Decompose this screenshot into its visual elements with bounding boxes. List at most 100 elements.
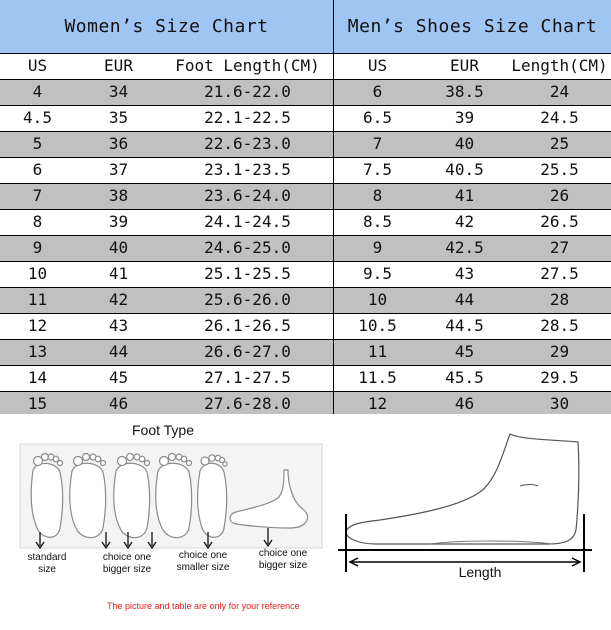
table-row: 10 41 25.1-25.5 9.5 43 27.5 <box>0 261 611 287</box>
men-cell: 40 <box>454 134 475 153</box>
men-cell: 6.5 <box>363 108 392 127</box>
women-cell: 4.5 <box>23 108 52 127</box>
men-cell: 46 <box>454 394 475 413</box>
table-row: 4.5 35 22.1-22.5 6.5 39 24.5 <box>0 105 611 131</box>
row-divider <box>0 105 611 106</box>
women-cell: 7 <box>32 186 43 205</box>
foot-standard-icon <box>30 452 64 538</box>
row-divider <box>0 365 611 366</box>
size-chart-table: Women’s Size Chart Men’s Shoes Size Char… <box>0 0 611 418</box>
column-header-row: US EUR Foot Length(CM) US EUR Length(CM) <box>0 53 611 79</box>
women-cell: 38 <box>108 186 129 205</box>
men-cell: 45.5 <box>445 368 484 387</box>
men-cell: 40.5 <box>445 160 484 179</box>
row-divider <box>0 53 611 54</box>
table-row: 4 34 21.6-22.0 6 38.5 24 <box>0 79 611 105</box>
women-cell: 23.1-23.5 <box>204 160 291 179</box>
women-table-title: Women’s Size Chart <box>0 0 333 53</box>
men-table-title: Men’s Shoes Size Chart <box>334 0 611 53</box>
row-divider <box>0 79 611 80</box>
women-cell: EUR <box>104 56 133 75</box>
men-cell: 10 <box>367 290 388 309</box>
women-cell: 26.1-26.5 <box>204 316 291 335</box>
table-row: 14 45 27.1-27.5 11.5 45.5 29.5 <box>0 365 611 391</box>
women-cell: 45 <box>108 368 129 387</box>
foot-long-toe-icon <box>155 452 193 539</box>
men-cell: 8 <box>372 186 383 205</box>
foot-label-smaller: choice one smaller size <box>176 550 230 573</box>
men-cell: Length(CM) <box>511 56 608 75</box>
table-row: 11 42 25.6-26.0 10 44 28 <box>0 287 611 313</box>
men-cell: 11 <box>367 342 388 361</box>
men-cell: 29 <box>549 342 570 361</box>
foot-slim-icon <box>197 454 228 538</box>
women-cell: 6 <box>32 160 43 179</box>
women-cell: 43 <box>108 316 129 335</box>
foot-wide-icon <box>69 452 107 539</box>
men-cell: 28.5 <box>540 316 579 335</box>
men-cell: 44.5 <box>445 316 484 335</box>
table-divider <box>333 0 334 414</box>
row-divider <box>0 157 611 158</box>
women-cell: 35 <box>108 108 129 127</box>
women-cell: 22.6-23.0 <box>204 134 291 153</box>
women-cell: 25.6-26.0 <box>204 290 291 309</box>
women-cell: 4 <box>32 82 43 101</box>
table-row: 12 43 26.1-26.5 10.5 44.5 28.5 <box>0 313 611 339</box>
row-divider <box>0 183 611 184</box>
men-cell: 29.5 <box>540 368 579 387</box>
men-cell: 43 <box>454 264 475 283</box>
women-cell: US <box>27 56 48 75</box>
women-cell: 11 <box>27 290 48 309</box>
women-cell: 42 <box>108 290 129 309</box>
men-cell: 26.5 <box>540 212 579 231</box>
women-cell: 27.1-27.5 <box>204 368 291 387</box>
row-divider <box>0 261 611 262</box>
men-cell: 42.5 <box>445 238 484 257</box>
men-cell: 27.5 <box>540 264 579 283</box>
men-cell: 30 <box>549 394 570 413</box>
men-cell: 25.5 <box>540 160 579 179</box>
women-cell: 26.6-27.0 <box>204 342 291 361</box>
men-cell: 7.5 <box>363 160 392 179</box>
women-cell: 39 <box>108 212 129 231</box>
row-divider <box>0 313 611 314</box>
women-cell: 44 <box>108 342 129 361</box>
men-cell: 9 <box>372 238 383 257</box>
women-cell: 25.1-25.5 <box>204 264 291 283</box>
women-cell: 13 <box>27 342 48 361</box>
men-cell: 28 <box>549 290 570 309</box>
row-divider <box>0 339 611 340</box>
men-cell: 41 <box>454 186 475 205</box>
men-cell: EUR <box>450 56 479 75</box>
table-row: 7 38 23.6-24.0 8 41 26 <box>0 183 611 209</box>
table-row: 6 37 23.1-23.5 7.5 40.5 25.5 <box>0 157 611 183</box>
table-row: 5 36 22.6-23.0 7 40 25 <box>0 131 611 157</box>
shoe-length-diagram <box>338 433 592 572</box>
women-cell: 21.6-22.0 <box>204 82 291 101</box>
men-cell: 27 <box>549 238 570 257</box>
women-cell: 14 <box>27 368 48 387</box>
men-cell: 8.5 <box>363 212 392 231</box>
foot-label-bigger-2: choice one bigger size <box>258 548 308 571</box>
men-cell: 11.5 <box>358 368 397 387</box>
men-cell: 6 <box>372 82 383 101</box>
women-cell: 10 <box>27 264 48 283</box>
women-cell: 12 <box>27 316 48 335</box>
women-cell: 41 <box>108 264 129 283</box>
women-cell: Foot Length(CM) <box>175 56 320 75</box>
women-cell: 36 <box>108 134 129 153</box>
men-cell: 26 <box>549 186 570 205</box>
men-cell: 10.5 <box>358 316 397 335</box>
men-cell: 9.5 <box>363 264 392 283</box>
table-row: 15 46 27.6-28.0 12 46 30 <box>0 391 611 417</box>
women-cell: 37 <box>108 160 129 179</box>
men-cell: 42 <box>454 212 475 231</box>
women-cell: 24.1-24.5 <box>204 212 291 231</box>
women-cell: 8 <box>32 212 43 231</box>
row-divider <box>0 235 611 236</box>
women-cell: 27.6-28.0 <box>204 394 291 413</box>
foot-side-view-icon <box>229 469 309 529</box>
women-cell: 22.1-22.5 <box>204 108 291 127</box>
table-row: 8 39 24.1-24.5 8.5 42 26.5 <box>0 209 611 235</box>
